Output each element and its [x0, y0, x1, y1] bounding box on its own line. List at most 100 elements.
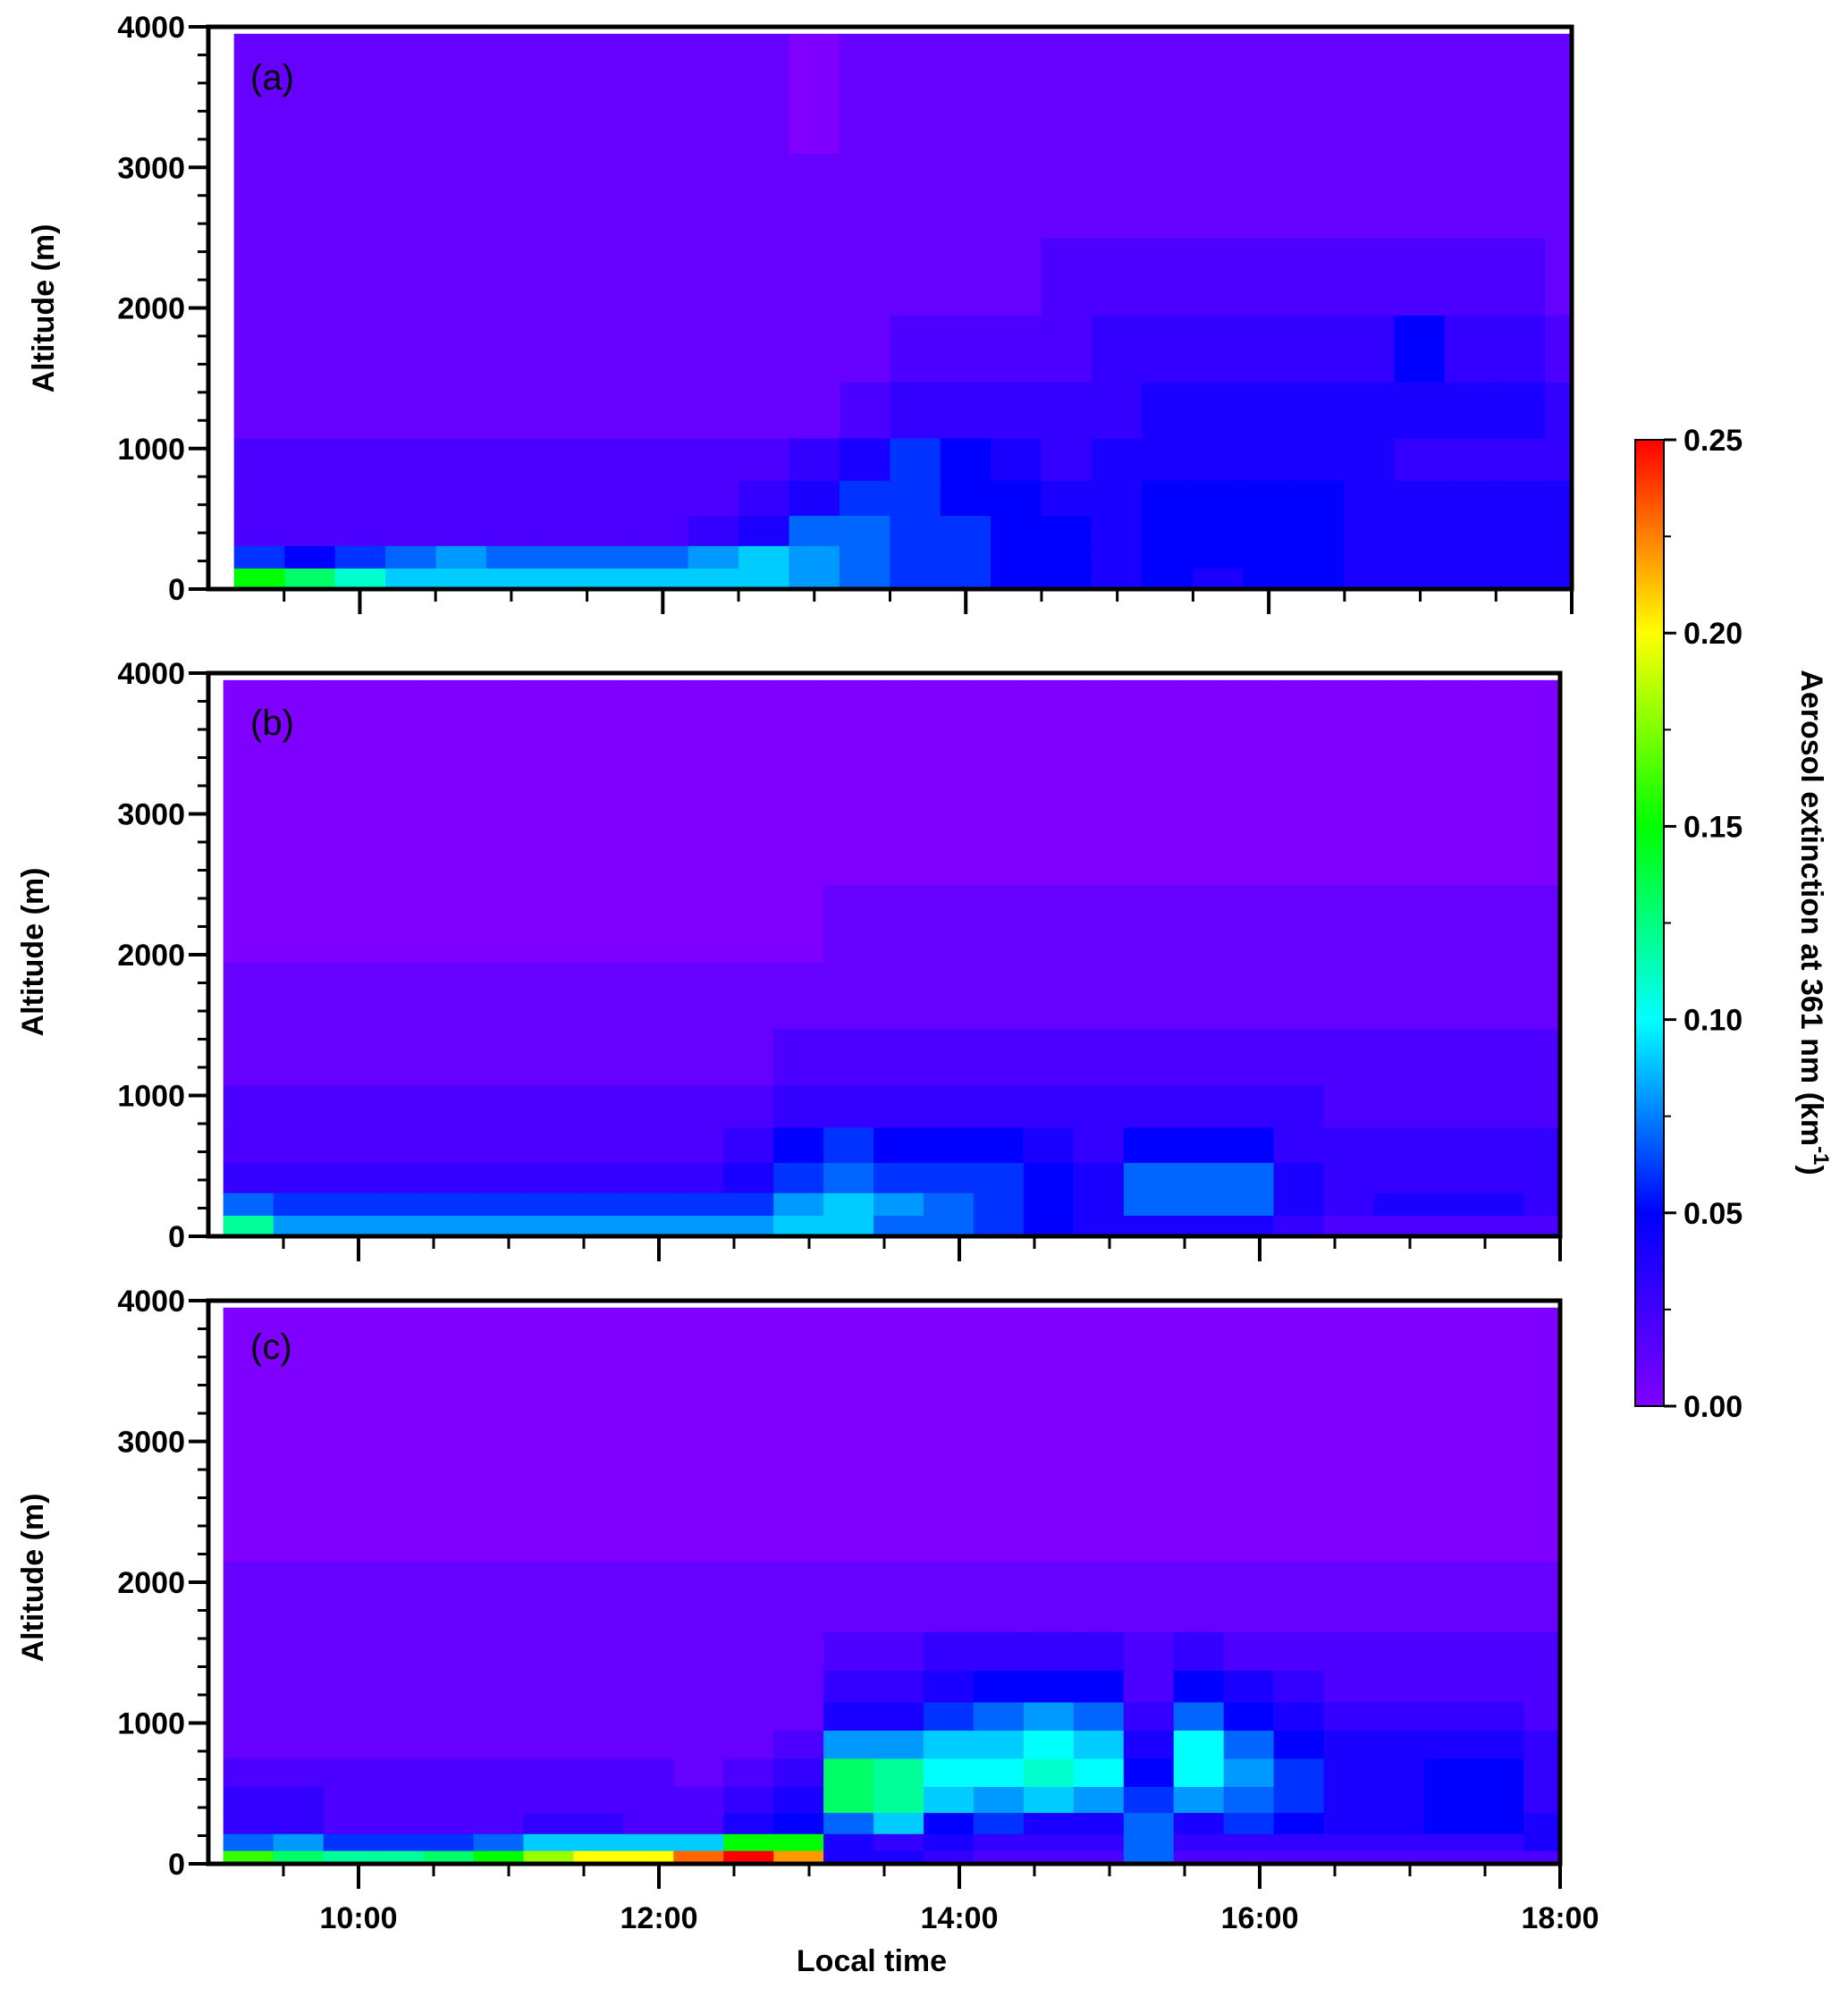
heatmap-cell: [573, 1448, 624, 1562]
heatmap-cell: [273, 1448, 325, 1562]
heatmap-cell: [323, 799, 375, 885]
heatmap-cell: [1394, 515, 1446, 546]
x-axis-title: Local time: [797, 1944, 947, 1978]
heatmap-cell: [223, 1701, 274, 1731]
heatmap-cell: [1495, 568, 1547, 590]
heatmap-cell: [284, 33, 336, 155]
heatmap-cell: [536, 480, 588, 517]
heatmap-cell: [873, 1162, 924, 1193]
heatmap-cell: [423, 1307, 475, 1449]
heatmap-cell: [1344, 315, 1396, 383]
heatmap-cell: [973, 1833, 1025, 1851]
heatmap-cell: [823, 1850, 874, 1865]
heatmap-cell: [1423, 1215, 1474, 1237]
heatmap-cell: [789, 515, 840, 546]
colorbar: 0.00 0.05 0.10 0.15 0.20 0.25 Aerosol extinct…: [1634, 424, 1833, 1424]
heatmap-cell: [1344, 437, 1396, 481]
heatmap-cell: [223, 1631, 274, 1672]
heatmap-cell: [738, 480, 790, 517]
heatmap-cell: [673, 1701, 724, 1731]
heatmap-cell: [385, 515, 437, 546]
heatmap-cell: [1373, 1631, 1425, 1672]
heatmap-cell: [435, 437, 487, 481]
heatmap-cell: [623, 1448, 674, 1562]
heatmap-cell: [1023, 1192, 1075, 1216]
heatmap-cell: [373, 1833, 425, 1851]
heatmap-cell: [323, 1701, 375, 1731]
heatmap-cell: [223, 1126, 274, 1163]
heatmap-cell: [688, 382, 739, 439]
colorbar-title-end: ): [1794, 1165, 1828, 1175]
heatmap-cell: [973, 1307, 1025, 1449]
heatmap-cell: [991, 568, 1042, 590]
heatmap-cell: [273, 1631, 325, 1672]
heatmap-cell: [586, 237, 638, 316]
heatmap-cell: [1273, 1701, 1325, 1731]
heatmap-cell: [1323, 1307, 1375, 1449]
heatmap-cell: [1273, 961, 1325, 1030]
heatmap-cell: [1223, 1701, 1275, 1731]
heatmap-cell: [924, 1812, 975, 1834]
colorbar-gradient: [1634, 439, 1665, 1407]
heatmap-cell: [323, 1448, 375, 1562]
heatmap-cell: [385, 437, 437, 481]
heatmap-cell: [1023, 1670, 1075, 1703]
heatmap-cell: [688, 568, 739, 590]
heatmap-cell: [723, 1701, 774, 1731]
heatmap-cell: [1173, 1084, 1225, 1128]
heatmap-cell: [688, 515, 739, 546]
colorbar-title: Aerosol extinction at 361 nm (km-1): [1794, 670, 1833, 1175]
heatmap-cell: [473, 1215, 525, 1237]
heatmap-cell: [273, 1162, 325, 1193]
heatmap-cell: [573, 1730, 624, 1759]
heatmap-cell: [1523, 1215, 1561, 1237]
heatmap-cell: [973, 1215, 1025, 1237]
heatmap-cell: [1423, 1730, 1474, 1759]
heatmap-cell: [1173, 1850, 1225, 1865]
heatmap-cell: [323, 1833, 375, 1851]
y-tick-label: 4000: [117, 1285, 185, 1319]
heatmap-cell: [423, 1028, 475, 1086]
heatmap-cell: [1073, 1448, 1125, 1562]
heatmap-cell: [1092, 545, 1143, 569]
heatmap-cell: [1142, 480, 1194, 517]
heatmap-cell: [473, 1701, 525, 1731]
heatmap-cell: [1123, 1126, 1175, 1163]
heatmap-cell: [1173, 1631, 1225, 1672]
heatmap-cell: [1273, 799, 1325, 885]
heatmap-cell: [940, 382, 992, 439]
heatmap-cell: [1023, 1126, 1075, 1163]
heatmap-cell: [623, 1850, 674, 1865]
heatmap-cell: [789, 480, 840, 517]
heatmap-cell: [637, 33, 689, 155]
heatmap-cell: [423, 1162, 475, 1193]
heatmap-cell: [1423, 1307, 1474, 1449]
heatmap-cell: [1394, 480, 1446, 517]
heatmap-cell: [1473, 1757, 1524, 1787]
heatmap-cell: [637, 437, 689, 481]
heatmap-cell: [991, 545, 1042, 569]
heatmap-cell: [1423, 961, 1474, 1030]
heatmap-cell: [1142, 568, 1194, 590]
heatmap-cell: [373, 1307, 425, 1449]
heatmap-cell: [723, 1833, 774, 1851]
heatmap-cell: [1243, 545, 1295, 569]
heatmap-cell: [823, 1215, 874, 1237]
heatmap-cell: [1394, 382, 1446, 439]
heatmap-cell: [323, 961, 375, 1030]
heatmap-cell: [323, 1670, 375, 1703]
heatmap-cell: [1223, 1850, 1275, 1865]
heatmap-cell: [423, 961, 475, 1030]
heatmap-cell: [673, 1448, 724, 1562]
heatmap-cell: [284, 568, 336, 590]
heatmap-cell: [373, 799, 425, 885]
heatmap-cell: [586, 480, 638, 517]
heatmap-cell: [1123, 1084, 1175, 1128]
heatmap-cell: [1423, 1084, 1474, 1128]
heatmap-cell: [940, 545, 992, 569]
heatmap-cell: [1445, 480, 1497, 517]
heatmap-cell: [723, 1631, 774, 1672]
heatmap-cell: [1523, 961, 1561, 1030]
heatmap-cell: [1223, 1833, 1275, 1851]
heatmap-cell: [223, 1084, 274, 1128]
